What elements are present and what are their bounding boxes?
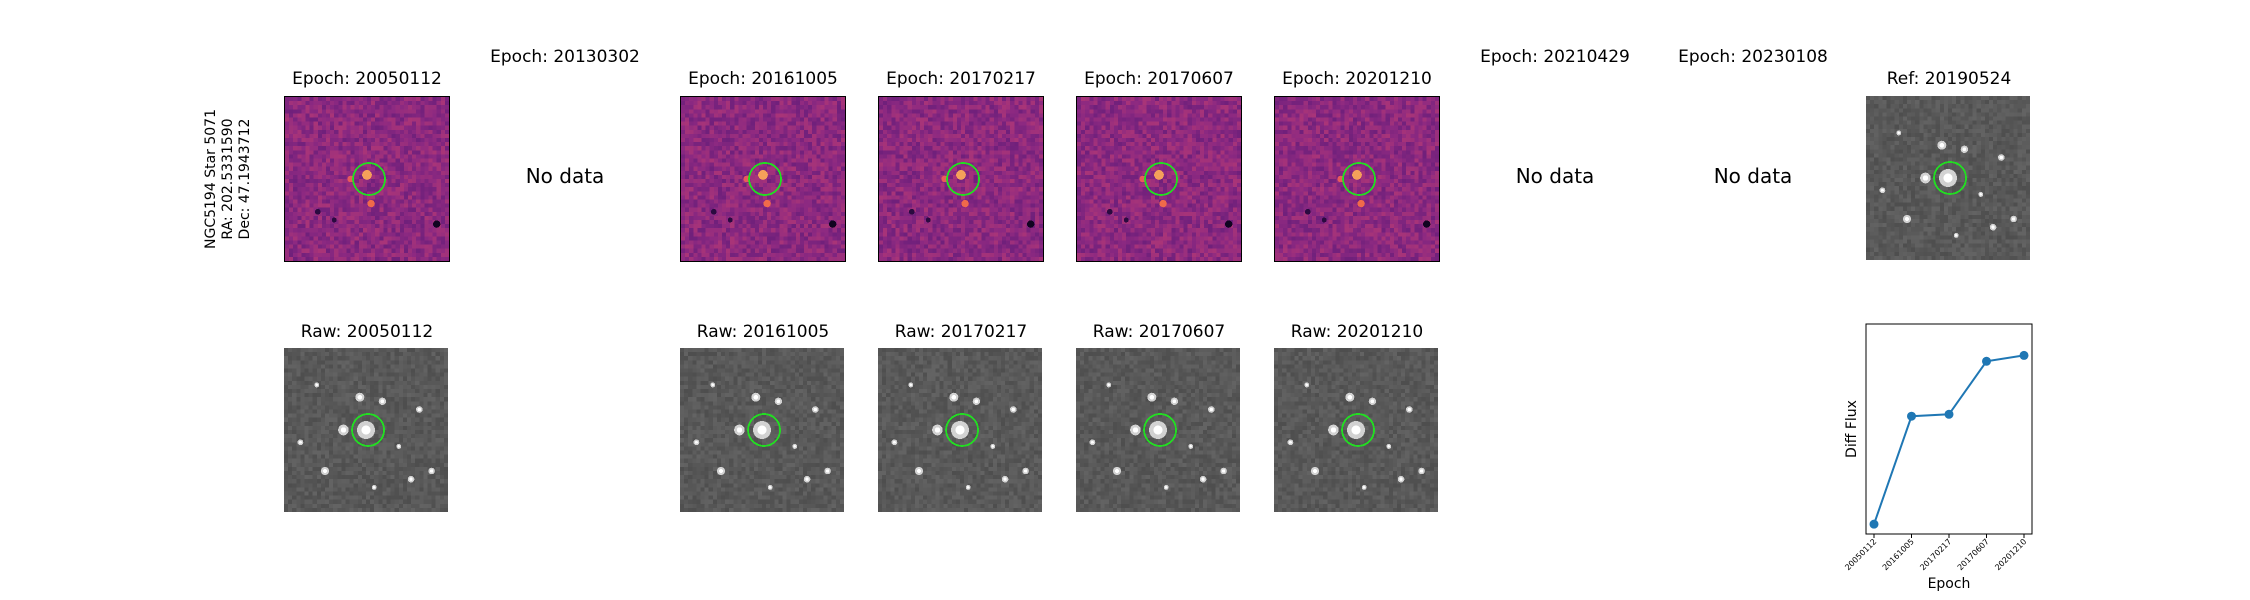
reference-title: Ref: 20190524 [1886,69,2012,89]
target-circle [945,413,979,447]
x-tick-label: 20170217 [1918,537,1953,572]
x-tick-label: 20170607 [1956,537,1991,572]
epoch-title: Epoch: 20201210 [1282,69,1432,89]
epoch-title: Epoch: 20230108 [1678,47,1828,67]
epoch-title: Epoch: 20170217 [886,69,1036,89]
flux-series-line [1873,354,2025,525]
flux-point [2019,350,2029,360]
difference-image [878,96,1044,262]
no-data-label: No data [525,164,605,188]
epoch-title: Epoch: 20170607 [1084,69,1234,89]
x-tick-label: 20201210 [1993,537,2028,572]
target-dec: Dec: 47.1943712 [237,118,253,240]
difference-image [1274,96,1440,262]
target-circle [351,413,385,447]
raw-image [680,348,846,514]
target-circle [1341,413,1375,447]
reference-image [1866,96,2032,262]
raw-image [878,348,1044,514]
raw-title: Raw: 20050112 [300,322,434,342]
target-ra: RA: 202.5331590 [220,118,236,240]
target-circle [747,413,781,447]
difference-image [1076,96,1242,262]
no-data-label: No data [1515,164,1595,188]
raw-image [1274,348,1440,514]
target-label: NGC5194 Star 5071 RA: 202.5331590 Dec: 4… [203,89,255,269]
raw-title: Raw: 20170607 [1092,322,1226,342]
no-data-label: No data [1713,164,1793,188]
flux-point [1869,519,1879,529]
flux-chart: 20050112 20161005 20170217 20170607 20201210… [1843,323,2033,592]
plot-frame [1865,323,2033,535]
epoch-title: Epoch: 20050112 [292,69,442,89]
flux-point [1982,356,1991,366]
x-axis-label: Epoch [1928,576,1971,592]
target-circle [748,162,782,196]
target-circle [1143,413,1177,447]
difference-image [680,96,846,262]
raw-image [1076,348,1242,514]
target-circle [1933,161,1967,195]
epoch-title: Epoch: 20161005 [688,69,838,89]
raw-title: Raw: 20201210 [1290,322,1424,342]
target-circle [1144,162,1178,196]
flux-point [1944,409,1954,419]
target-name: NGC5194 Star 5071 [203,109,219,249]
flux-point [1907,411,1916,421]
epoch-title: Epoch: 20210429 [1480,47,1630,67]
raw-image [284,348,450,514]
y-axis-label: Diff Flux [1844,400,1860,458]
target-circle [1342,162,1376,196]
epoch-title: Epoch: 20130302 [490,47,640,67]
target-circle [946,162,980,196]
raw-title: Raw: 20170217 [894,322,1028,342]
target-circle [352,162,386,196]
raw-title: Raw: 20161005 [696,322,830,342]
x-tick-label: 20050112 [1843,537,1878,572]
x-tick-label: 20161005 [1881,537,1916,572]
difference-image [284,96,450,262]
